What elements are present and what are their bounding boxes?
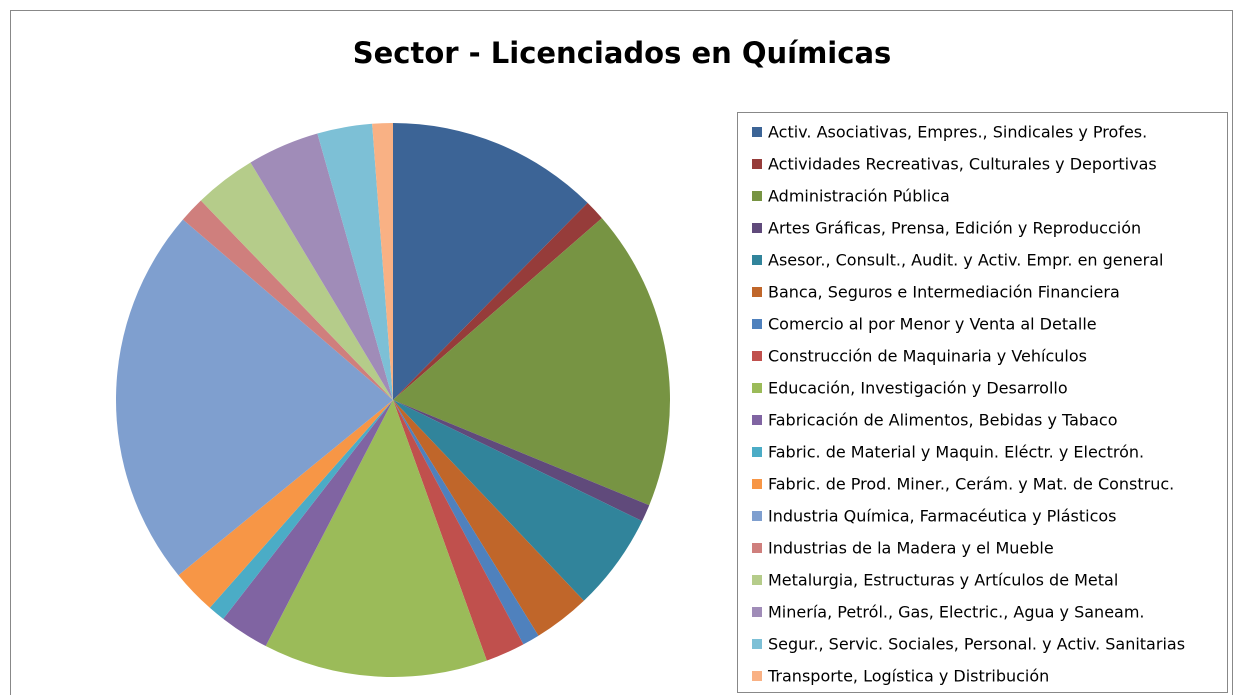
legend-swatch [752,607,762,617]
pie-slice [115,219,393,576]
legend-box [737,112,1228,693]
legend-swatch [752,447,762,457]
pie-slice [393,202,602,400]
legend-swatch [752,511,762,521]
pie-slice [393,400,643,601]
legend-swatch [752,479,762,489]
legend-label: Fabric. de Material y Maquin. Eléctr. y … [768,443,1144,462]
pie-slice [393,400,650,522]
legend-label: Educación, Investigación y Desarrollo [768,379,1068,398]
legend-swatch [752,351,762,361]
legend-label: Comercio al por Menor y Venta al Detalle [768,315,1097,334]
legend-swatch [752,639,762,649]
pie-slice [317,123,393,400]
legend-label: Actividades Recreativas, Culturales y De… [768,155,1157,174]
legend-label: Fabric. de Prod. Miner., Cerám. y Mat. d… [768,475,1174,494]
legend-label: Asesor., Consult., Audit. y Activ. Empr.… [768,251,1163,270]
legend-swatch [752,127,762,137]
pie-slice [209,400,393,619]
legend-swatch [752,255,762,265]
legend-swatch [752,223,762,233]
legend-label: Construcción de Maquinaria y Vehículos [768,347,1087,366]
pie-slice [393,218,671,506]
legend-label: Banca, Seguros e Intermediación Financie… [768,283,1120,302]
pie-slice [223,400,393,647]
chart-title: Sector - Licenciados en Químicas [353,36,892,70]
pie-slice [372,123,393,400]
legend-label: Industria Química, Farmacéutica y Plásti… [768,507,1117,526]
pie-slice [393,400,539,645]
pie-slice [265,400,487,678]
legend-label: Administración Pública [768,187,950,206]
legend-label: Minería, Petról., Gas, Electric., Agua y… [768,603,1145,622]
pie-slice [250,133,393,400]
legend-label: Segur., Servic. Sociales, Personal. y Ac… [768,635,1185,654]
legend-swatch [752,383,762,393]
pie-slice [393,400,584,636]
legend-label: Activ. Asociativas, Empres., Sindicales … [768,123,1147,142]
legend-swatch [752,191,762,201]
legend-swatch [752,319,762,329]
legend-label: Artes Gráficas, Prensa, Edición y Reprod… [768,219,1141,238]
legend-label: Transporte, Logística y Distribución [767,667,1049,686]
legend-label: Metalurgia, Estructuras y Artículos de M… [768,571,1118,590]
legend-swatch [752,287,762,297]
legend-swatch [752,415,762,425]
pie-slice [200,162,393,400]
pie-slice [178,400,393,608]
legend-swatch [752,575,762,585]
legend-label: Industrias de la Madera y el Mueble [768,539,1054,558]
pie-slice [182,200,393,400]
legend-swatch [752,159,762,169]
legend-label: Fabricación de Alimentos, Bebidas y Taba… [768,411,1117,430]
legend-swatch [752,671,762,681]
pie-slice [393,123,588,400]
pie-slice [393,400,524,661]
legend-swatch [752,543,762,553]
